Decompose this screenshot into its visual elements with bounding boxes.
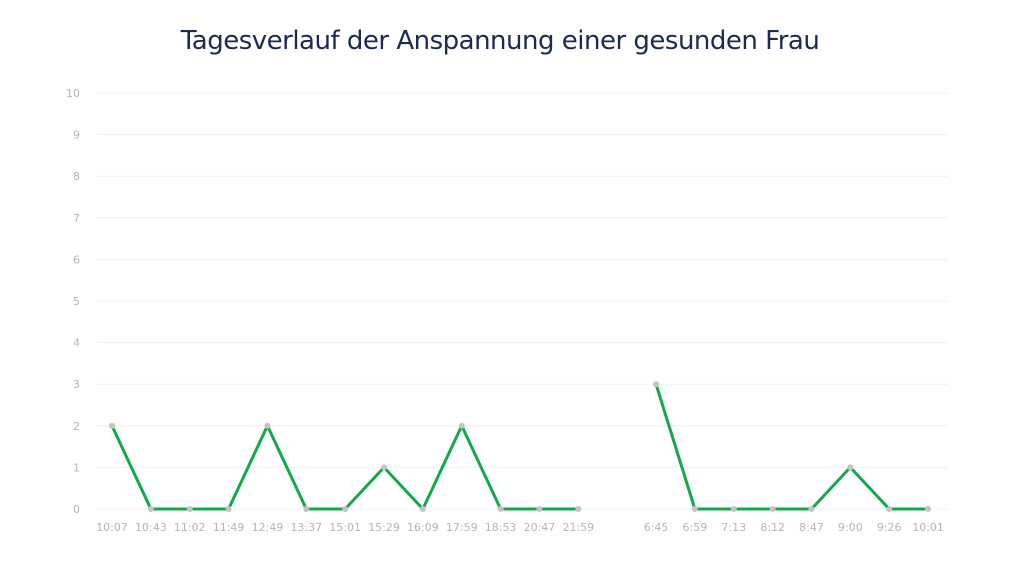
y-tick-label: 3	[73, 378, 80, 391]
x-tick-label: 18:53	[485, 521, 517, 534]
data-point	[886, 506, 893, 512]
data-point	[925, 506, 932, 512]
data-point	[536, 506, 543, 512]
data-point	[225, 506, 232, 512]
data-point	[653, 381, 660, 388]
y-tick-label: 6	[73, 253, 80, 266]
y-tick-label: 5	[73, 295, 80, 308]
y-tick-label: 8	[73, 170, 80, 183]
x-tick-label: 16:09	[407, 521, 439, 534]
x-tick-label: 9:00	[838, 521, 863, 534]
x-tick-label: 12:49	[252, 521, 284, 534]
data-point	[419, 506, 426, 512]
x-tick-label: 6:45	[644, 521, 669, 534]
x-tick-label: 7:13	[721, 521, 746, 534]
data-point	[109, 422, 115, 429]
x-tick-label: 15:01	[329, 521, 361, 534]
data-point	[147, 506, 154, 512]
data-point	[303, 506, 310, 512]
x-tick-label: 6:59	[683, 521, 708, 534]
x-tick-label: 8:12	[760, 521, 785, 534]
data-point	[691, 506, 698, 512]
x-tick-label: 8:47	[799, 521, 824, 534]
x-tick-label: 21:59	[562, 521, 594, 534]
data-point	[575, 506, 582, 512]
x-tick-label: 20:47	[524, 521, 556, 534]
x-tick-label: 9:26	[877, 521, 902, 534]
y-tick-label: 2	[73, 420, 80, 433]
x-tick-label: 10:01	[912, 521, 944, 534]
data-point	[808, 506, 815, 512]
data-point	[264, 422, 271, 429]
data-point	[186, 506, 193, 512]
y-tick-label: 9	[73, 129, 80, 142]
y-tick-label: 4	[73, 337, 80, 350]
y-tick-label: 10	[66, 87, 80, 100]
x-tick-label: 10:43	[135, 521, 167, 534]
data-point	[342, 506, 349, 512]
x-tick-label: 11:02	[174, 521, 206, 534]
data-point	[769, 506, 776, 512]
x-tick-label: 11:49	[213, 521, 245, 534]
y-tick-label: 1	[73, 461, 80, 474]
chart-title: Tagesverlauf der Anspannung einer gesund…	[180, 26, 820, 56]
series-line	[654, 383, 929, 511]
x-tick-label: 15:29	[368, 521, 400, 534]
data-point	[847, 464, 854, 471]
data-point	[381, 464, 388, 471]
x-tick-label: 13:37	[290, 521, 322, 534]
data-point	[458, 422, 465, 429]
data-point	[497, 506, 504, 512]
y-tick-label: 0	[73, 503, 80, 516]
data-point	[730, 506, 737, 512]
x-tick-label: 10:07	[96, 521, 128, 534]
x-tick-label: 17:59	[446, 521, 478, 534]
y-tick-label: 7	[73, 212, 80, 225]
